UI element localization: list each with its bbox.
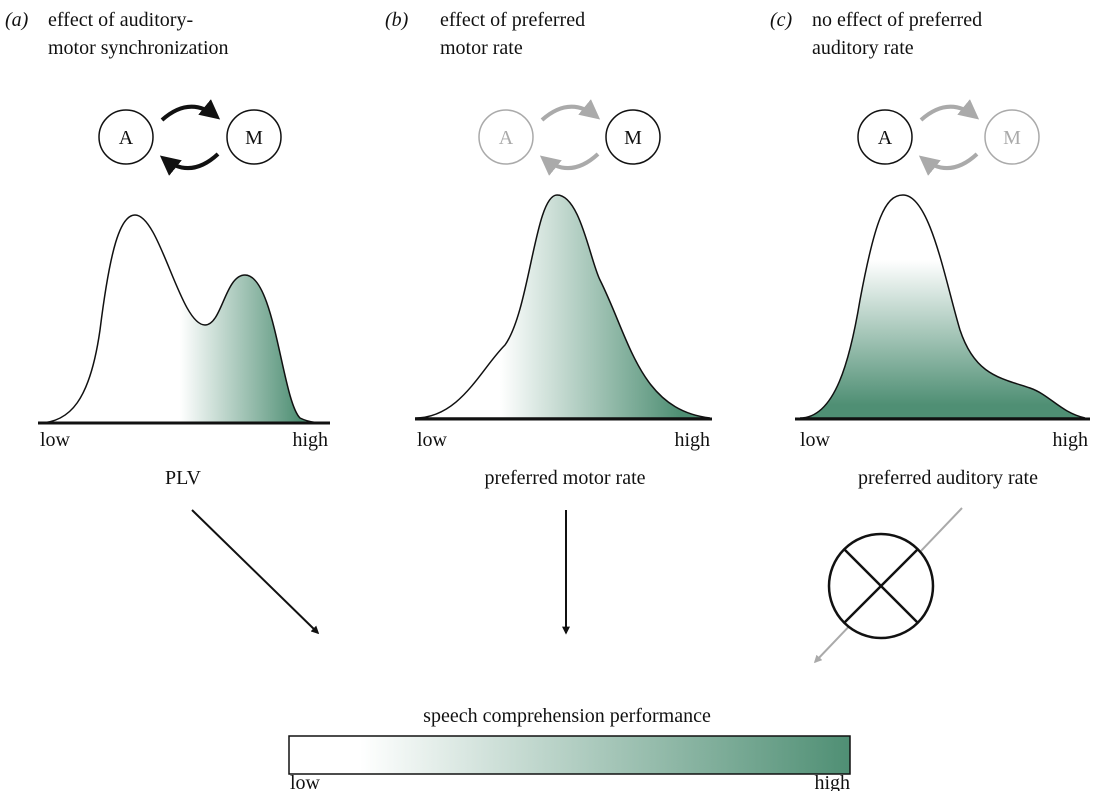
node-label: M [245,127,263,149]
panel-title: effect of preferred [440,9,585,31]
arrow [539,152,600,176]
node [984,109,1040,165]
colorbar-high: high [814,772,850,791]
panel-c: (c) no effect of preferred auditory rate… [770,9,1090,664]
panel-title: motor synchronization [48,37,229,59]
density-curve [37,214,331,424]
outcome-title: speech comprehension performance [423,705,711,727]
node [605,109,661,165]
colorbar [288,735,851,775]
node-label: A [878,127,893,149]
x-label: preferred auditory rate [858,467,1038,489]
axis-low: low [800,429,831,451]
axis-high: high [1052,429,1088,451]
density-curve [799,194,1086,419]
node-label: M [624,127,642,149]
arrow [160,99,221,122]
arrow [159,152,220,176]
density-curve [414,194,711,419]
outcome: speech comprehension performance low hig… [288,705,851,791]
panel-title: no effect of preferred [812,9,982,31]
node-label: A [499,127,514,149]
panel-title: effect of auditory- [48,9,193,31]
node-label: M [1003,127,1021,149]
axis-low: low [40,429,71,451]
no-effect-symbol [843,548,919,624]
x-label: PLV [165,467,202,489]
node [857,109,913,165]
x-label: preferred motor rate [484,467,645,489]
arrow [918,152,979,176]
panel-label: (c) [770,9,793,31]
colorbar-low: low [290,772,321,791]
axis-low: low [417,429,448,451]
arrow [191,509,320,635]
node-label: A [119,127,134,149]
panel-title: motor rate [440,37,523,59]
panel-title: auditory rate [812,37,914,59]
panel-label: (b) [385,9,409,31]
panel-b: (b) effect of preferred motor rate A M l… [385,9,712,635]
panel-a: (a) effect of auditory- motor synchroniz… [5,9,331,635]
axis-high: high [292,429,328,451]
node [226,109,282,165]
node [478,109,534,165]
axis-high: high [674,429,710,451]
arrow [919,99,980,122]
panel-label: (a) [5,9,29,31]
arrow [540,99,601,122]
node [98,109,154,165]
